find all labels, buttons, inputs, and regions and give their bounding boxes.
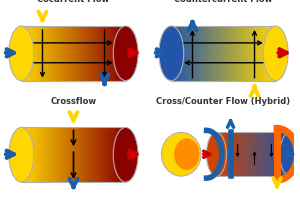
Title: Crossflow: Crossflow xyxy=(50,96,97,105)
Ellipse shape xyxy=(263,27,288,81)
Ellipse shape xyxy=(113,27,138,81)
Bar xyxy=(21,27,126,81)
Ellipse shape xyxy=(113,128,138,182)
Ellipse shape xyxy=(174,139,200,170)
Ellipse shape xyxy=(280,133,300,176)
Ellipse shape xyxy=(159,27,184,81)
Title: Cocurrent Flow: Cocurrent Flow xyxy=(38,0,110,4)
Ellipse shape xyxy=(161,133,201,176)
Ellipse shape xyxy=(9,27,34,81)
Ellipse shape xyxy=(206,133,226,176)
Title: Cross/Counter Flow (Hybrid): Cross/Counter Flow (Hybrid) xyxy=(156,96,291,105)
Ellipse shape xyxy=(9,128,34,182)
Bar xyxy=(217,133,290,176)
Title: Countercurrent Flow: Countercurrent Flow xyxy=(174,0,273,4)
Bar xyxy=(171,27,276,81)
Bar xyxy=(21,128,126,182)
